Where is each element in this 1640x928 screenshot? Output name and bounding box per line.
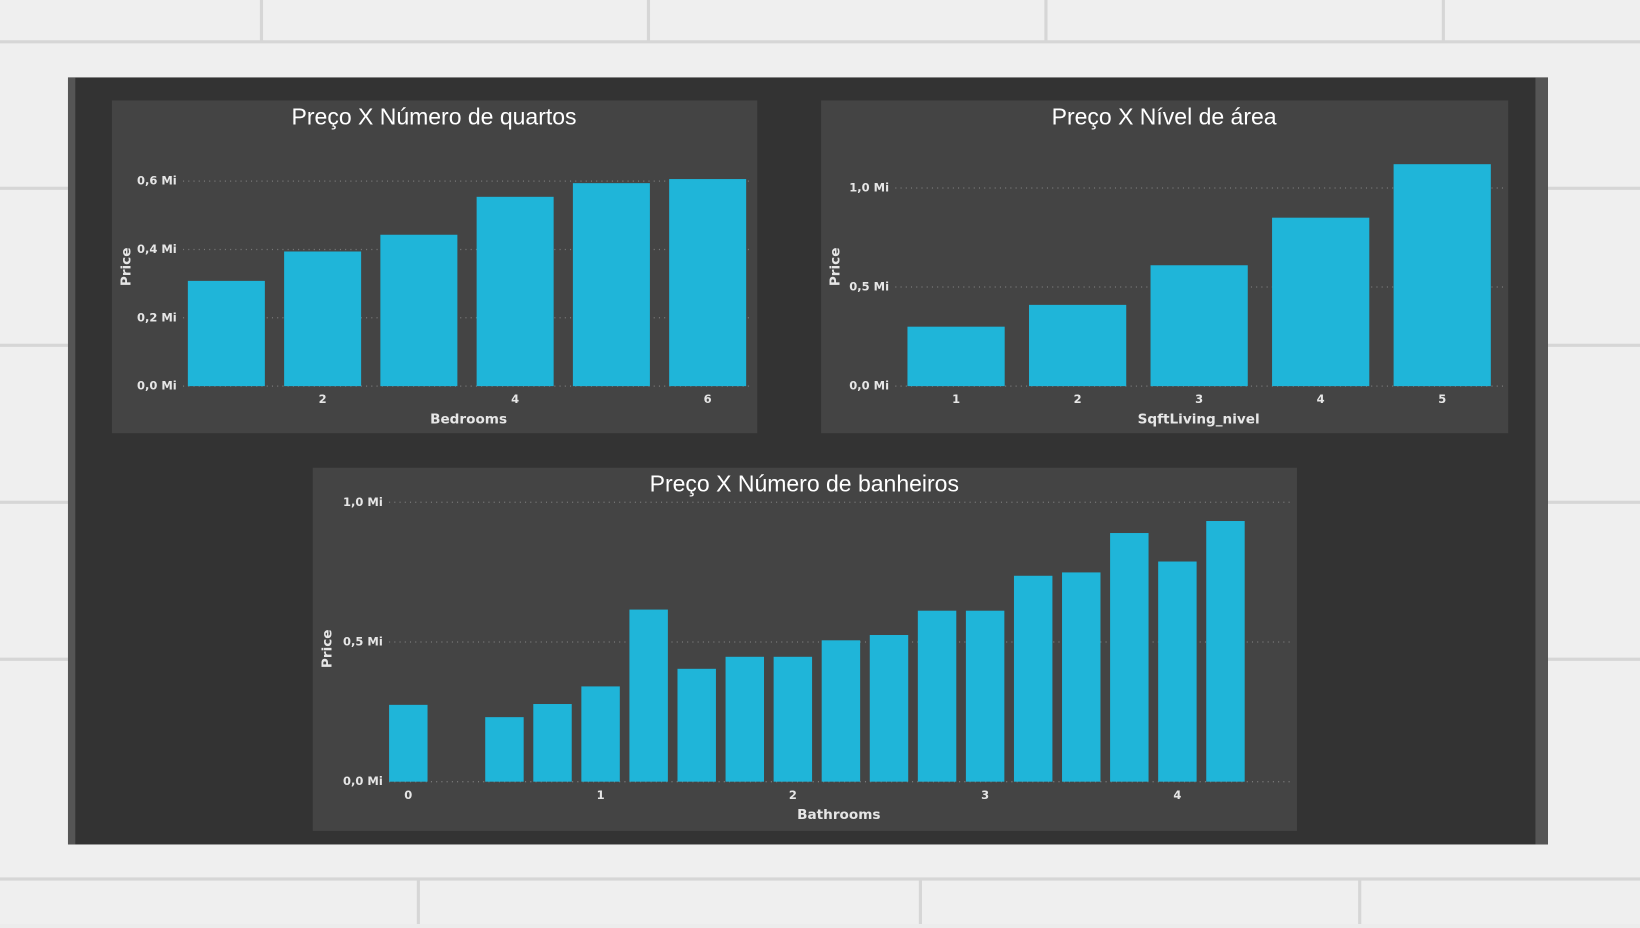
bar [187,280,265,387]
bar [965,610,1005,782]
bar [629,609,668,782]
x-tick-label: 4 [511,392,519,406]
bar [284,251,362,387]
y-tick-label: 0,0 Mi [343,774,383,788]
y-tick-label: 0,4 Mi [137,242,177,256]
bar [1206,521,1245,782]
x-tick-label: 2 [1074,392,1082,406]
y-axis-label: Price [828,248,844,287]
bar [1393,164,1491,387]
y-tick-label: 1,0 Mi [849,180,889,194]
bar [389,704,428,782]
chart-title: Preço X Nível de área [1052,103,1277,129]
x-axis-label: Bathrooms [797,807,880,823]
x-tick-label: 3 [1195,392,1203,406]
y-tick-label: 0,5 Mi [849,280,889,294]
y-tick-label: 0,6 Mi [137,174,177,188]
bar [1062,572,1101,782]
y-tick-label: 0,2 Mi [137,310,177,324]
canvas-edge [67,77,76,845]
x-axis-label: Bedrooms [430,412,507,428]
canvas-edge [1535,77,1548,845]
bar [476,196,554,387]
bar [821,640,861,782]
y-tick-label: 0,0 Mi [849,379,889,393]
y-axis-label: Price [319,629,335,668]
bar [907,326,1005,387]
chart-title: Preço X Número de banheiros [650,471,959,497]
y-tick-label: 0,0 Mi [137,379,177,393]
x-tick-label: 2 [789,788,797,802]
x-axis-label: SqftLiving_nivel [1138,412,1260,428]
bar [572,183,650,387]
bar [869,635,909,782]
x-tick-label: 1 [597,788,605,802]
bar [677,668,716,782]
bar [1158,561,1197,782]
bar [917,610,957,782]
x-tick-label: 4 [1173,788,1181,802]
bar [1272,217,1370,387]
bar [1150,265,1248,387]
bar [581,686,620,782]
x-tick-label: 1 [952,392,960,406]
x-tick-label: 0 [404,788,412,802]
bar [485,717,524,782]
x-tick-label: 3 [981,788,989,802]
x-tick-label: 4 [1317,392,1325,406]
chart-title: Preço X Número de quartos [292,103,577,129]
x-tick-label: 6 [704,392,712,406]
bar [773,656,813,782]
y-tick-label: 0,5 Mi [343,634,383,648]
bar [533,704,572,782]
y-axis-label: Price [119,248,135,287]
x-tick-label: 2 [319,392,327,406]
bar [1028,304,1127,387]
bar [380,234,458,387]
bar [1110,533,1149,782]
y-tick-label: 1,0 Mi [343,495,383,509]
bar [1013,575,1053,782]
bar [669,179,747,387]
bar [725,656,765,782]
x-tick-label: 5 [1438,392,1446,406]
